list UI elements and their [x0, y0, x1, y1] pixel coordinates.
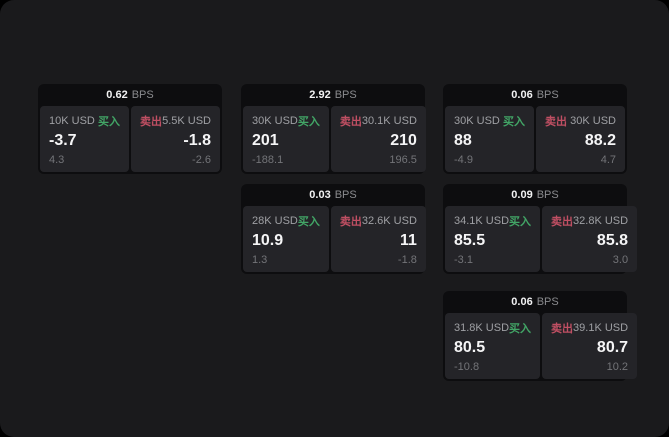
bps-unit-label: BPS [536, 89, 559, 101]
sell-side-label: 卖出 [551, 216, 574, 228]
sell-size: 39.1K USD [573, 322, 629, 334]
buy-size: 28K USD [252, 215, 298, 227]
buy-side-label: 买入 [297, 116, 320, 128]
buy-side-label: 买入 [98, 116, 120, 128]
buy-sub-value: -4.9 [454, 154, 473, 166]
buy-price: -3.7 [49, 132, 77, 149]
sell-sub-value: 4.7 [600, 154, 616, 166]
sell-side-label: 卖出 [140, 116, 162, 128]
buy-sub-value: -10.8 [454, 361, 480, 373]
buy-sub-value: 1.3 [252, 254, 268, 266]
sell-price-tile[interactable]: 卖出 30.1K USD 210 196.5 [330, 106, 426, 172]
sell-side-label: 卖出 [339, 116, 362, 128]
card-header: 0.62 BPS [40, 84, 220, 106]
buy-price-tile[interactable]: 30K USD 买入 201 -188.1 [243, 106, 329, 172]
bps-value: 0.06 [511, 89, 533, 101]
sell-price: 11 [399, 232, 417, 249]
sell-price-tile[interactable]: 卖出 32.6K USD 11 -1.8 [330, 206, 426, 272]
sell-price-tile[interactable]: 卖出 5.5K USD -1.8 -2.6 [131, 106, 220, 172]
sell-price-tile[interactable]: 卖出 39.1K USD 80.7 10.2 [542, 313, 638, 379]
buy-price: 85.5 [454, 232, 486, 249]
bps-value: 2.92 [309, 89, 331, 101]
sell-sub-value: -2.6 [192, 154, 211, 166]
sell-sub-value: 10.2 [606, 361, 629, 373]
quote-card: 0.03 BPS 28K USD 买入 10.9 1.3 卖出 32.6K US… [241, 184, 426, 274]
card-header: 0.09 BPS [445, 184, 625, 206]
bps-value: 0.06 [511, 296, 533, 308]
buy-side-label: 买入 [297, 216, 320, 228]
sell-side-label: 卖出 [551, 323, 574, 335]
sell-price-tile[interactable]: 卖出 30K USD 88.2 4.7 [536, 106, 625, 172]
sell-size: 32.8K USD [573, 215, 629, 227]
sell-side-label: 卖出 [545, 116, 567, 128]
bps-unit-label: BPS [334, 189, 357, 201]
sell-price-tile[interactable]: 卖出 32.8K USD 85.8 3.0 [542, 206, 638, 272]
buy-size: 30K USD [454, 115, 500, 127]
buy-price: 88 [454, 132, 472, 149]
buy-sub-value: -3.1 [454, 254, 473, 266]
bps-value: 0.62 [106, 89, 128, 101]
sell-size: 5.5K USD [162, 115, 211, 127]
card-header: 0.06 BPS [445, 84, 625, 106]
buy-price-tile[interactable]: 30K USD 买入 88 -4.9 [445, 106, 534, 172]
buy-price: 10.9 [252, 232, 284, 249]
buy-price-tile[interactable]: 28K USD 买入 10.9 1.3 [243, 206, 329, 272]
buy-size: 10K USD [49, 115, 95, 127]
sell-side-label: 卖出 [339, 216, 362, 228]
sell-sub-value: -1.8 [397, 254, 417, 266]
bps-unit-label: BPS [536, 189, 559, 201]
buy-price: 201 [252, 132, 279, 149]
buy-price-tile[interactable]: 34.1K USD 买入 85.5 -3.1 [445, 206, 541, 272]
bps-unit-label: BPS [536, 296, 559, 308]
buy-price-tile[interactable]: 31.8K USD 买入 80.5 -10.8 [445, 313, 541, 379]
sell-price: 88.2 [584, 132, 616, 149]
buy-side-label: 买入 [509, 323, 532, 335]
buy-sub-value: -188.1 [252, 154, 284, 166]
sell-price: 210 [390, 132, 417, 149]
bps-unit-label: BPS [334, 89, 357, 101]
sell-size: 30K USD [570, 115, 616, 127]
quote-card: 0.06 BPS 30K USD 买入 88 -4.9 卖出 30K USD 8… [443, 84, 627, 174]
buy-sub-value: 4.3 [49, 154, 65, 166]
buy-side-label: 买入 [503, 116, 525, 128]
bps-value: 0.09 [511, 189, 533, 201]
sell-size: 30.1K USD [361, 115, 417, 127]
quote-card: 2.92 BPS 30K USD 买入 201 -188.1 卖出 30.1K … [241, 84, 426, 174]
buy-size: 34.1K USD [454, 215, 510, 227]
quote-card: 0.09 BPS 34.1K USD 买入 85.5 -3.1 卖出 32.8K… [443, 184, 638, 274]
buy-price: 80.5 [454, 339, 486, 356]
sell-price: 85.8 [596, 232, 629, 249]
card-header: 0.03 BPS [243, 184, 423, 206]
bps-value: 0.03 [309, 189, 331, 201]
quote-card: 0.06 BPS 31.8K USD 买入 80.5 -10.8 卖出 39.1… [443, 291, 638, 381]
quote-card: 0.62 BPS 10K USD 买入 -3.7 4.3 卖出 5.5K USD… [38, 84, 222, 174]
sell-size: 32.6K USD [361, 215, 417, 227]
sell-sub-value: 3.0 [612, 254, 629, 266]
card-header: 2.92 BPS [243, 84, 423, 106]
sell-sub-value: 196.5 [389, 154, 417, 166]
card-header: 0.06 BPS [445, 291, 625, 313]
buy-size: 31.8K USD [454, 322, 510, 334]
buy-side-label: 买入 [509, 216, 532, 228]
bps-unit-label: BPS [131, 89, 154, 101]
buy-price-tile[interactable]: 10K USD 买入 -3.7 4.3 [40, 106, 129, 172]
sell-price: -1.8 [183, 132, 211, 149]
buy-size: 30K USD [252, 115, 298, 127]
sell-price: 80.7 [596, 339, 629, 356]
